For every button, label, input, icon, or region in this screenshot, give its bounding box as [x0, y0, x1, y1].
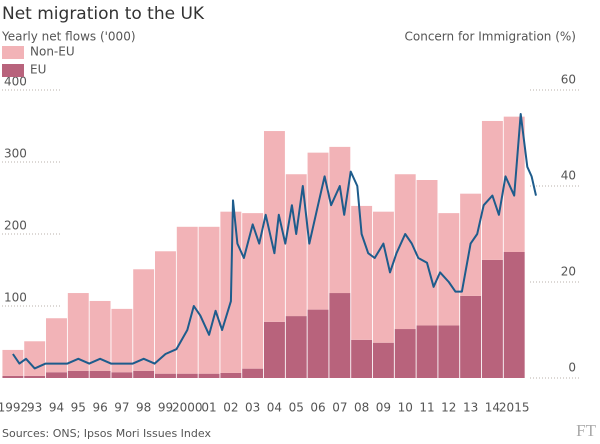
legend-label: Non-EU	[30, 45, 75, 59]
x-tick-label: 14	[485, 401, 500, 415]
bar	[503, 252, 525, 378]
bar	[46, 372, 67, 378]
bar	[351, 339, 373, 378]
legend-swatch	[2, 46, 24, 59]
line	[12, 113, 537, 370]
x-tick-label: 2000	[172, 401, 203, 415]
bar	[155, 251, 176, 374]
x-tick-label: 02	[223, 401, 238, 415]
x-tick-label: 13	[463, 401, 478, 415]
x-tick-label: 12	[441, 401, 456, 415]
x-tick-label: 1992	[0, 401, 28, 415]
bar	[242, 213, 264, 369]
x-tick-label: 95	[71, 401, 86, 415]
y2-axis-label: Concern for Immigration (%)	[405, 30, 577, 44]
x-tick-label: 11	[419, 401, 434, 415]
y2-tick-label: 0	[568, 361, 576, 375]
bar	[263, 321, 285, 378]
x-tick-label: 01	[201, 401, 216, 415]
y-axis-label: Yearly net flows ('000)	[1, 30, 136, 44]
x-tick-label: 93	[27, 401, 42, 415]
bar	[329, 293, 351, 378]
legend-swatch	[2, 64, 24, 77]
legend-label: EU	[30, 63, 46, 77]
bar	[176, 373, 198, 378]
x-tick-label: 98	[136, 401, 151, 415]
bar	[133, 370, 155, 378]
bar	[329, 146, 351, 294]
bar	[285, 316, 307, 378]
bar	[242, 368, 264, 378]
chart-title: Net migration to the UK	[2, 4, 205, 24]
bar	[24, 375, 46, 378]
bar	[46, 318, 67, 373]
bar	[307, 309, 329, 378]
grid	[2, 89, 580, 379]
bar	[351, 205, 373, 340]
bar	[67, 370, 89, 378]
bar	[263, 131, 285, 322]
y-tick-label: 100	[4, 291, 27, 305]
bar	[416, 325, 438, 378]
bar	[176, 226, 198, 374]
x-tick-label: 94	[49, 401, 64, 415]
bar	[111, 308, 133, 373]
y2-tick-label: 40	[561, 169, 576, 183]
bar	[220, 372, 242, 378]
bar	[460, 295, 482, 378]
bar	[481, 259, 503, 378]
bar	[89, 370, 111, 378]
source: Sources: ONS; Ipsos Mori Issues Index	[2, 427, 211, 440]
bar	[481, 120, 503, 260]
x-tick-label: 07	[332, 401, 347, 415]
bar	[198, 226, 220, 374]
y2-tick-label: 60	[561, 73, 576, 87]
x-tick-label: 97	[114, 401, 129, 415]
bar	[372, 211, 394, 343]
bar	[111, 372, 133, 378]
bar	[24, 341, 46, 376]
bar	[89, 300, 111, 371]
x-tick-label: 04	[267, 401, 282, 415]
x-tick-label: 99	[158, 401, 173, 415]
bar	[155, 373, 176, 378]
bar	[394, 329, 416, 378]
y-tick-label: 200	[4, 219, 27, 233]
x-tick-label: 03	[245, 401, 260, 415]
bar	[307, 152, 329, 310]
x-tick-label: 96	[92, 401, 107, 415]
bar	[133, 269, 155, 371]
x-tick-label: 08	[354, 401, 369, 415]
x-tick-label: 2015	[499, 401, 530, 415]
bar	[198, 373, 220, 378]
y-tick-label: 400	[4, 75, 27, 89]
bar	[2, 349, 24, 376]
bar	[2, 375, 24, 378]
logo: FT	[576, 421, 596, 440]
x-tick-label: 10	[398, 401, 413, 415]
x-tick-label: 09	[376, 401, 391, 415]
bar	[438, 325, 460, 378]
bar	[438, 213, 460, 326]
bar	[372, 342, 394, 378]
x-tick-label: 06	[310, 401, 325, 415]
bar	[67, 293, 89, 371]
bar	[394, 174, 416, 330]
y2-tick-label: 20	[561, 265, 576, 279]
x-tick-label: 05	[289, 401, 304, 415]
bar	[416, 180, 438, 326]
y-tick-label: 300	[4, 147, 27, 161]
